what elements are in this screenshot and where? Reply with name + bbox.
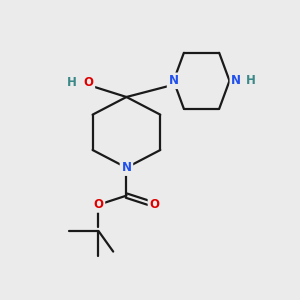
Text: N: N — [169, 74, 178, 87]
Text: H: H — [246, 74, 256, 87]
Text: O: O — [94, 198, 103, 211]
Text: N: N — [231, 74, 241, 87]
Text: H: H — [67, 76, 76, 89]
Text: O: O — [149, 198, 159, 211]
Text: N: N — [122, 161, 131, 174]
Text: O: O — [84, 76, 94, 89]
